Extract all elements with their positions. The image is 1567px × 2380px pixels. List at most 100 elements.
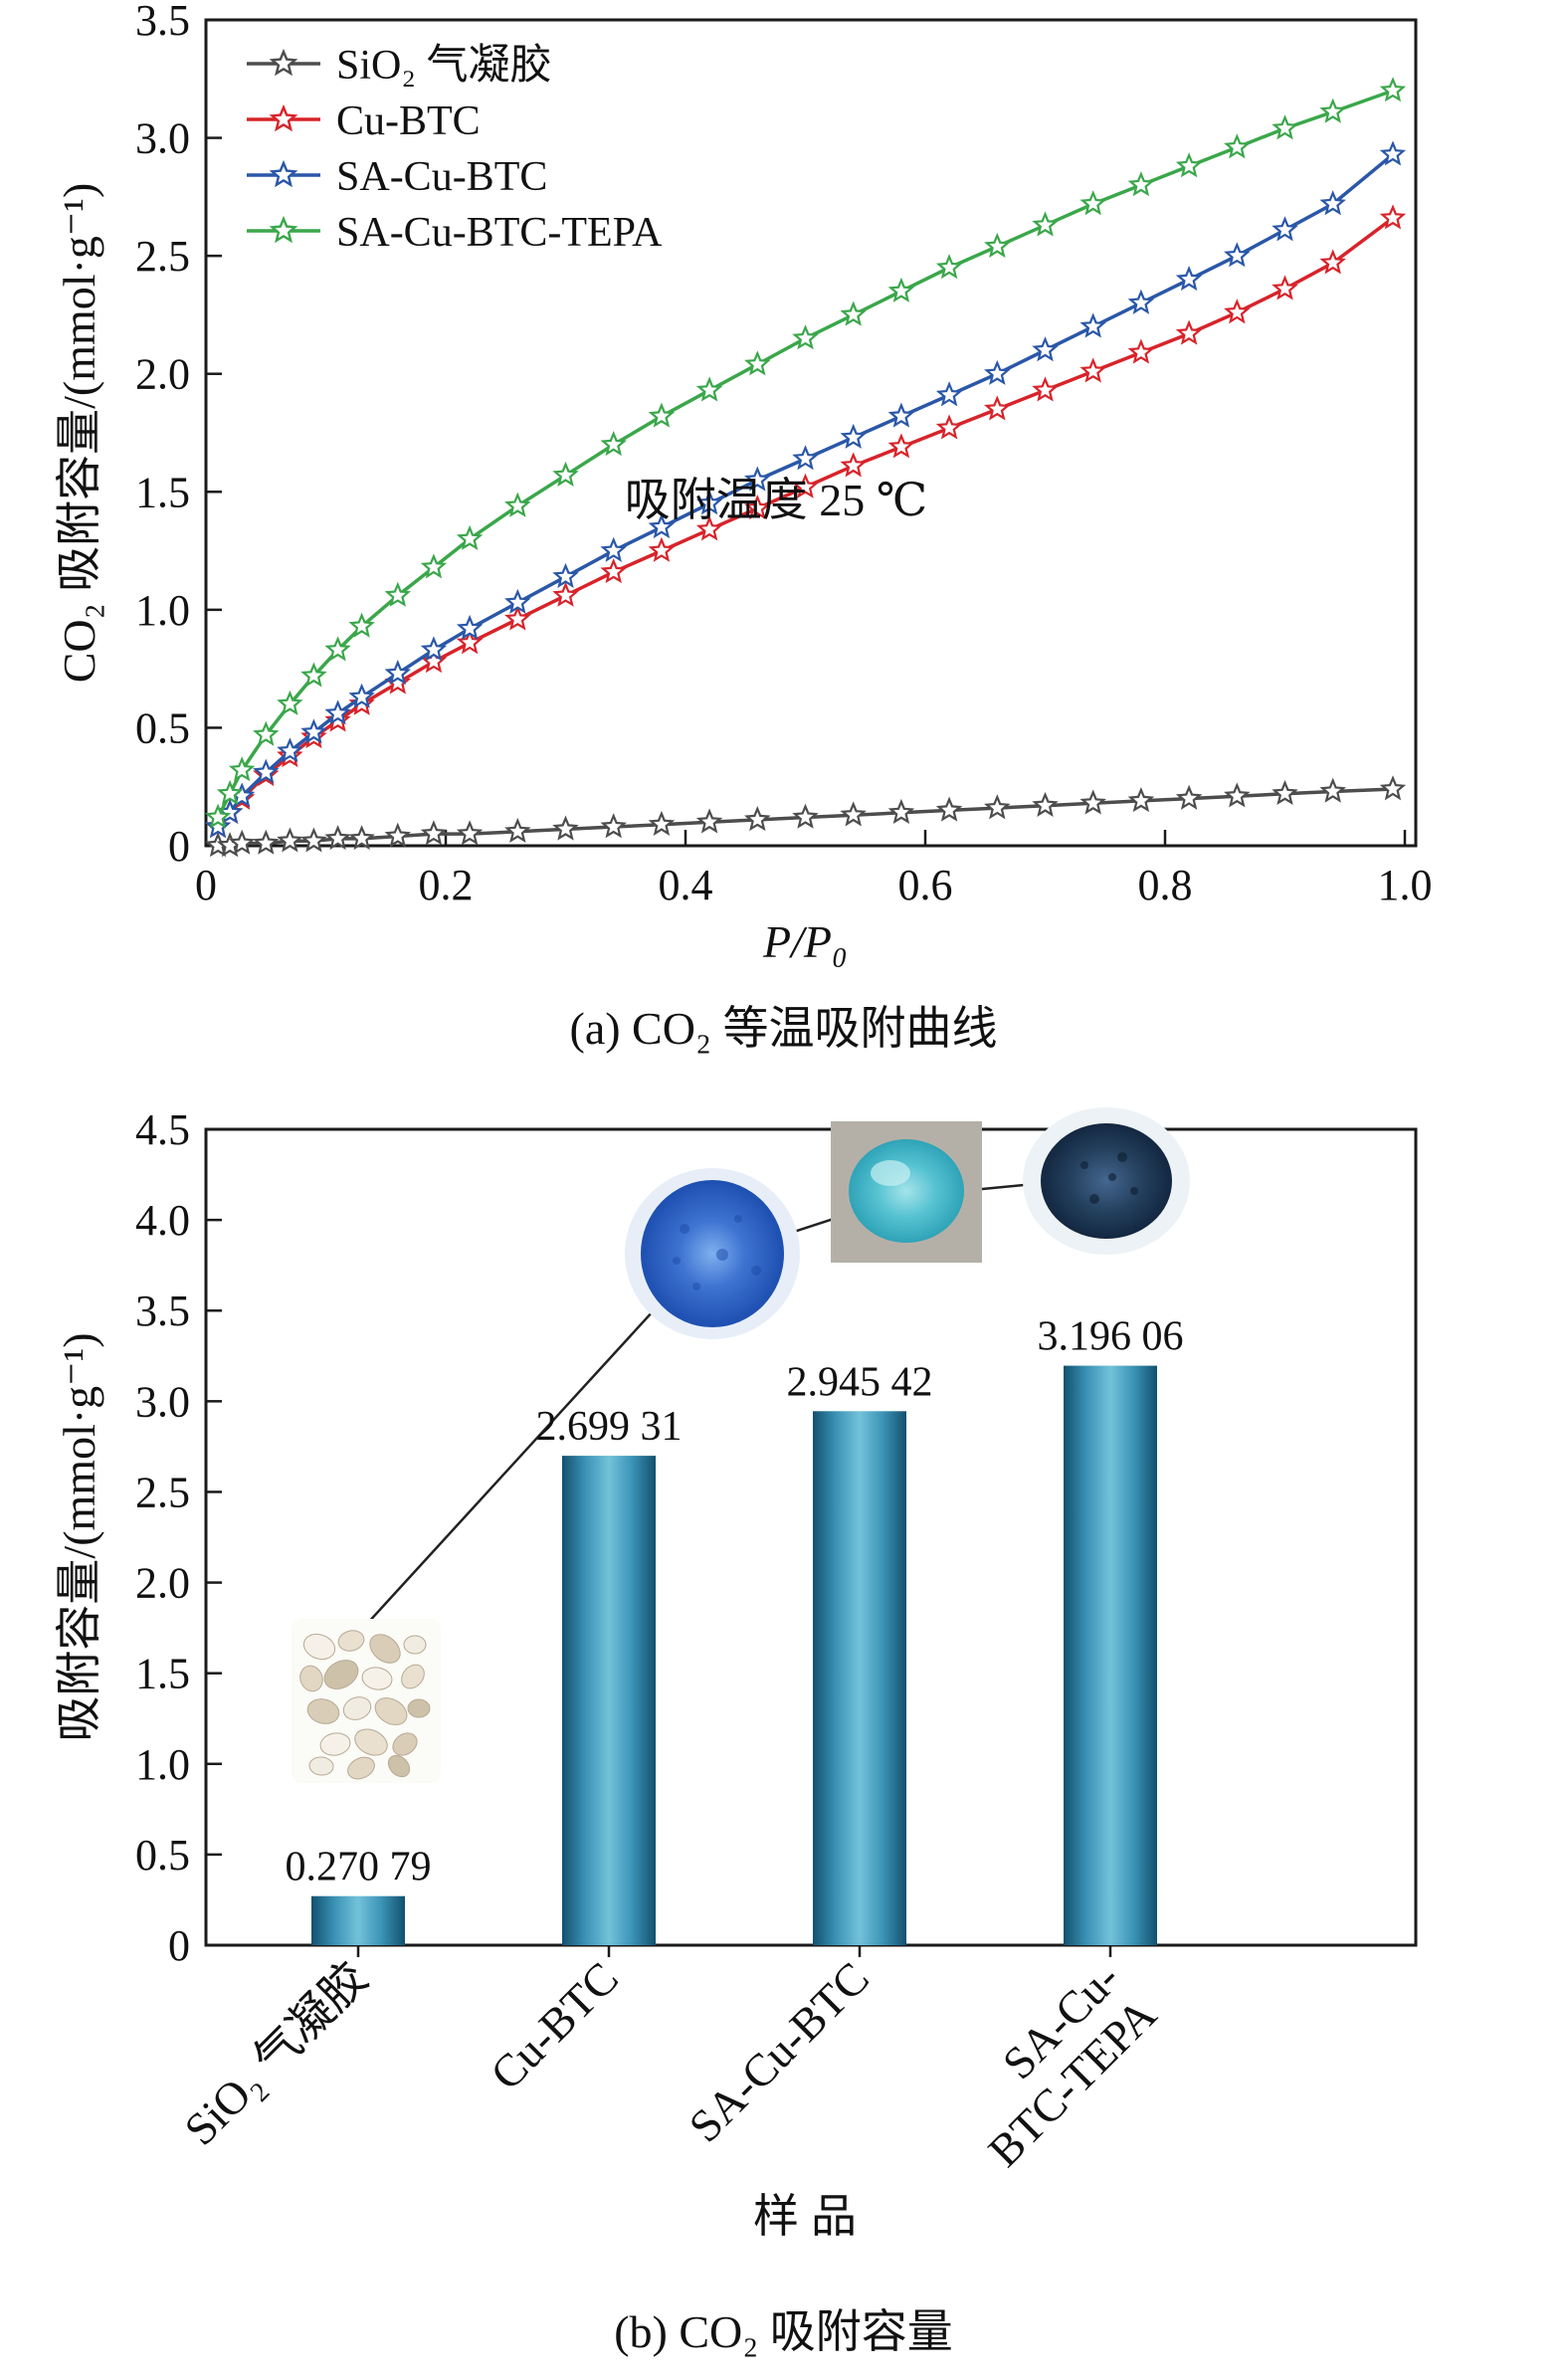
series-sio2-aerogel bbox=[204, 775, 1407, 858]
star-marker bbox=[1379, 775, 1407, 801]
star-marker bbox=[324, 825, 351, 851]
bar-3 bbox=[1064, 1365, 1157, 1945]
x-tick-label: 0.6 bbox=[898, 861, 953, 909]
star-marker bbox=[744, 806, 771, 832]
capacity-bar-chart: 0 0.5 1.0 1.5 2.0 2.5 3.0 3.5 4.0 4.5 0.270 79 SiO₂… bbox=[54, 1105, 1418, 2242]
star-marker bbox=[1032, 376, 1059, 402]
star-marker bbox=[204, 813, 232, 839]
legend-item-sio2-aerogel: SiO₂ 气凝胶 bbox=[247, 42, 552, 89]
x-tick-label: 0 bbox=[195, 861, 217, 909]
star-marker bbox=[887, 277, 915, 302]
category-label: SiO₂ 气凝胶 bbox=[174, 1952, 377, 2155]
star-marker bbox=[1079, 190, 1106, 216]
star-marker bbox=[504, 492, 531, 517]
star-marker bbox=[204, 803, 232, 829]
y-tick-label: 3.0 bbox=[135, 114, 190, 163]
star-marker bbox=[1272, 779, 1298, 806]
star-marker bbox=[1032, 791, 1059, 817]
star-marker bbox=[792, 473, 819, 498]
star-marker bbox=[253, 758, 280, 784]
star-marker bbox=[229, 829, 256, 855]
caption-a: (a) CO₂ 等温吸附曲线 bbox=[569, 1003, 998, 1054]
star-marker bbox=[228, 756, 256, 782]
category-label: SA-Cu-BTC bbox=[680, 1952, 880, 2152]
legend-item-sa-cu-btc: SA-Cu-BTC bbox=[247, 154, 547, 200]
star-marker bbox=[1272, 275, 1298, 300]
star-marker bbox=[504, 817, 531, 844]
star-marker bbox=[420, 648, 448, 674]
y-tick-label: 0 bbox=[168, 822, 190, 871]
star-marker bbox=[984, 359, 1011, 385]
x-tick-label: 1.0 bbox=[1378, 861, 1433, 909]
bar-value-label: 0.270 79 bbox=[286, 1845, 432, 1890]
star-marker bbox=[1379, 77, 1407, 102]
star-marker bbox=[348, 825, 375, 851]
star-marker bbox=[1319, 777, 1346, 803]
isotherm-chart: 0 0.2 0.4 0.6 0.8 1.0 0 0.5 1.0 1.5 2.0 2.5 3.0 3.5 Si… bbox=[54, 0, 1433, 967]
star-marker bbox=[324, 636, 351, 662]
star-marker bbox=[1127, 171, 1155, 197]
star-marker bbox=[504, 605, 531, 631]
star-marker bbox=[300, 662, 327, 688]
star-marker bbox=[935, 414, 963, 440]
star-marker bbox=[384, 581, 412, 607]
y-tick-label: 4.0 bbox=[135, 1196, 190, 1245]
star-marker bbox=[420, 553, 448, 579]
star-marker bbox=[1127, 338, 1155, 364]
y-tick-label: 1.0 bbox=[135, 586, 190, 635]
sa-cu-btc-tepa-photo bbox=[1023, 1107, 1190, 1255]
star-marker bbox=[504, 588, 531, 614]
star-marker bbox=[552, 461, 579, 487]
y-tick-label: 2.5 bbox=[135, 232, 190, 281]
y-tick-label: 0.5 bbox=[135, 1831, 190, 1880]
x-tick-label: 0.8 bbox=[1138, 861, 1193, 909]
series-sa-cu-btc-tepa bbox=[204, 77, 1407, 829]
star-marker bbox=[935, 381, 963, 407]
star-marker bbox=[840, 801, 867, 827]
star-marker bbox=[384, 660, 412, 686]
star-marker bbox=[1319, 98, 1346, 123]
star-marker bbox=[792, 803, 819, 829]
star-marker bbox=[648, 536, 676, 562]
bar-0 bbox=[311, 1895, 405, 1945]
star-marker bbox=[1127, 289, 1155, 314]
star-marker bbox=[1224, 242, 1251, 268]
star-marker bbox=[840, 300, 867, 326]
star-marker bbox=[277, 827, 303, 853]
y-tick-label: 2.5 bbox=[135, 1468, 190, 1516]
star-marker bbox=[552, 562, 579, 588]
star-marker bbox=[887, 433, 915, 459]
capacity-plot: 0 0.5 1.0 1.5 2.0 2.5 3.0 3.5 4.0 4.5 bbox=[135, 1105, 1418, 1970]
bar-value-label: 3.196 06 bbox=[1038, 1314, 1184, 1360]
sa-cu-btc-photo bbox=[831, 1121, 982, 1263]
star-marker bbox=[420, 636, 448, 662]
star-marker bbox=[253, 720, 280, 746]
star-marker bbox=[300, 718, 327, 744]
bar-value-label: 2.945 42 bbox=[787, 1359, 933, 1405]
star-marker bbox=[695, 808, 723, 834]
star-marker bbox=[744, 466, 771, 492]
star-marker bbox=[552, 815, 579, 841]
series-sa-cu-btc bbox=[204, 140, 1407, 839]
legend-label: SA-Cu-BTC bbox=[336, 154, 547, 200]
star-marker bbox=[1224, 133, 1251, 159]
star-marker bbox=[792, 324, 819, 350]
star-marker bbox=[456, 524, 484, 550]
star-marker bbox=[935, 796, 963, 822]
legend-star-marker bbox=[269, 48, 298, 77]
temperature-annotation: 吸附温度 25 ℃ bbox=[625, 475, 927, 525]
legend: SiO₂ 气凝胶 Cu-BTC SA-Cu-BTC SA-Cu-BTC-TEPA bbox=[247, 42, 663, 256]
sample-connector-line bbox=[365, 1175, 1107, 1626]
star-marker bbox=[1079, 312, 1106, 338]
star-marker bbox=[1175, 266, 1203, 292]
star-marker bbox=[1175, 152, 1203, 178]
star-marker bbox=[456, 820, 484, 846]
x-axis-label: P/P₀ bbox=[762, 916, 848, 967]
star-marker bbox=[1175, 319, 1203, 345]
category-label: Cu-BTC bbox=[481, 1952, 628, 2099]
panel-a: 0 0.2 0.4 0.6 0.8 1.0 0 0.5 1.0 1.5 2.0 2.5 3.0 3.5 Si… bbox=[0, 0, 1567, 1058]
star-marker bbox=[600, 813, 627, 839]
star-marker bbox=[648, 513, 676, 539]
y-tick-label: 0.5 bbox=[135, 703, 190, 752]
